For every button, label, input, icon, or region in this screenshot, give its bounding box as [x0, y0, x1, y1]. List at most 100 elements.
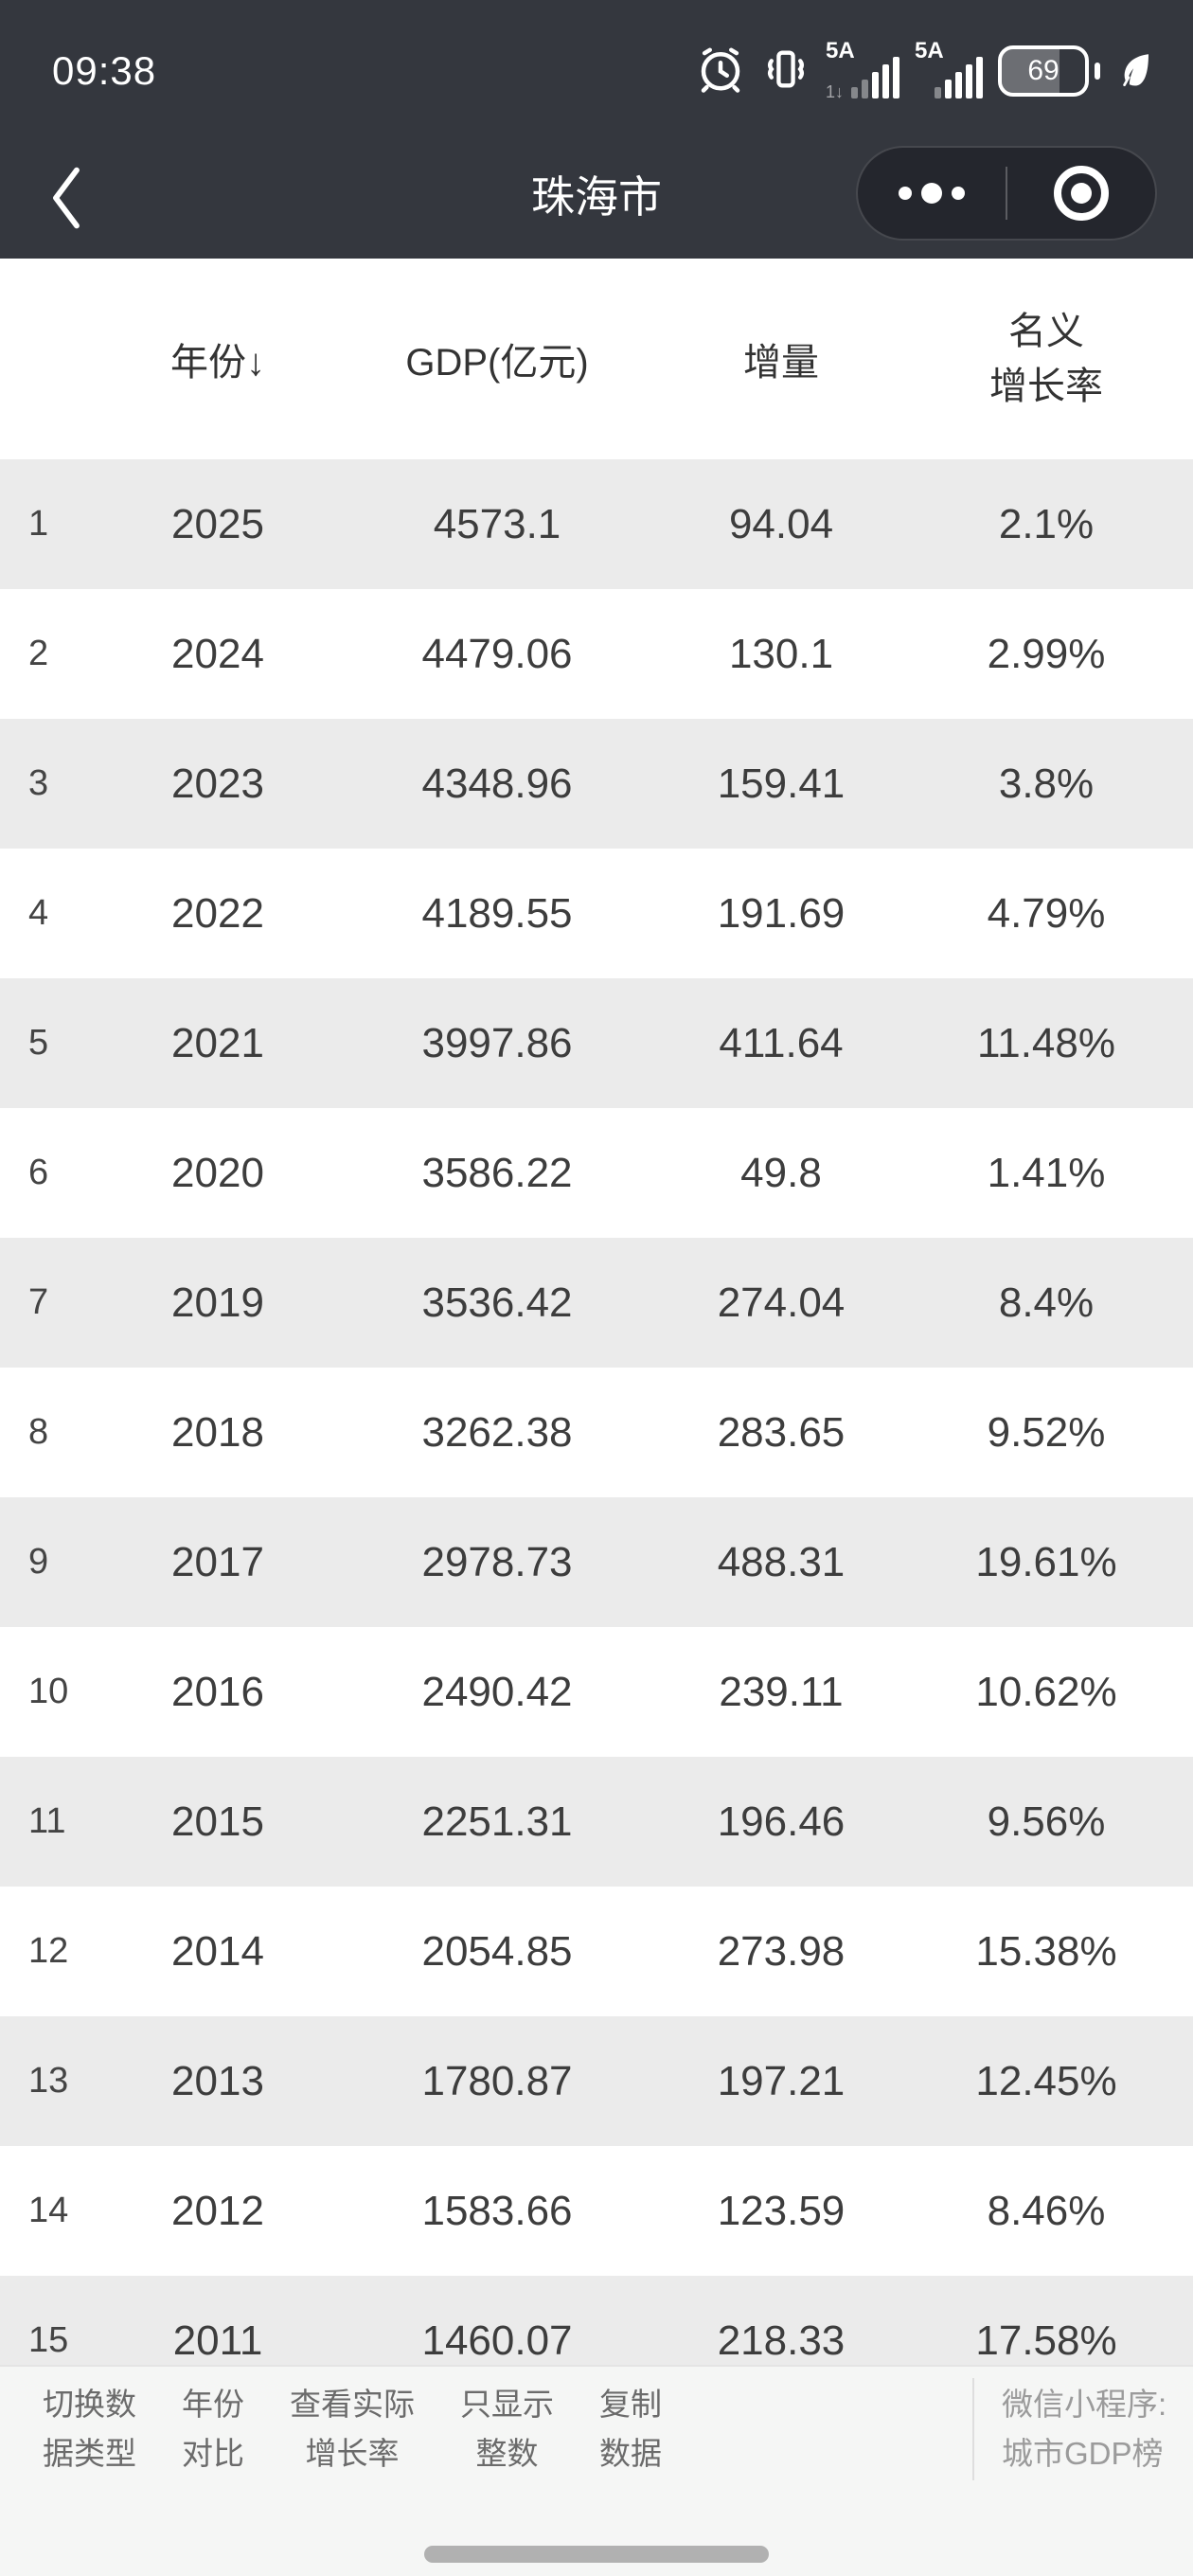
table-row[interactable]: 14 2012 1583.66 123.59 8.46%: [0, 2146, 1193, 2276]
col-header-index: [0, 259, 104, 459]
cell-rate: 17.58%: [975, 2317, 1117, 2364]
toolbar-button-toggle-data-type[interactable]: 切换数 据类型: [43, 2387, 136, 2471]
toolbar-button-real-growth-rate[interactable]: 查看实际 增长率: [290, 2387, 415, 2471]
miniprogram-source-label: 微信小程序: 城市GDP榜: [1002, 2387, 1167, 2471]
target-circle-icon: [1054, 166, 1109, 221]
battery-percent-text: 69: [1027, 55, 1059, 86]
cell-year: 2012: [171, 2187, 264, 2234]
back-button[interactable]: [45, 155, 102, 241]
cell-index: 1: [28, 504, 49, 544]
cell-delta: 411.64: [719, 1019, 844, 1066]
cell-year: 2014: [171, 1927, 264, 1975]
capsule-divider: [1006, 167, 1007, 220]
cell-rate: 2.1%: [998, 500, 1095, 547]
cell-rate: 4.79%: [987, 889, 1106, 937]
alarm-clock-icon: [695, 44, 746, 99]
cell-delta: 130.1: [728, 630, 834, 677]
table-row[interactable]: 10 2016 2490.42 239.11 10.62%: [0, 1627, 1193, 1757]
app-header: 09:38: [0, 0, 1193, 259]
toolbar-buttons: 切换数 据类型 年份 对比 查看实际 增长率 只显示 整数 复制 数据: [43, 2380, 662, 2478]
status-bar: 09:38: [0, 0, 1193, 142]
cell-year: 2015: [171, 1798, 264, 1845]
cell-delta: 49.8: [740, 1149, 822, 1196]
cell-gdp: 3262.38: [421, 1408, 573, 1456]
col-header-nominal-rate[interactable]: 名义 增长率: [989, 311, 1103, 407]
cell-rate: 11.48%: [977, 1019, 1115, 1066]
table-header-row: 年份↓ GDP(亿元) 增量 名义 增长率: [0, 259, 1193, 459]
cell-gdp: 2978.73: [421, 1538, 573, 1585]
cell-gdp: 1583.66: [421, 2187, 573, 2234]
vibrate-mode-icon: [761, 44, 810, 99]
col-header-year-sort[interactable]: 年份↓: [170, 342, 265, 384]
cell-index: 6: [28, 1153, 49, 1192]
cell-delta: 159.41: [717, 760, 846, 807]
cell-gdp: 4348.96: [421, 760, 573, 807]
cell-rate: 15.38%: [975, 1927, 1117, 1975]
cell-index: 14: [28, 2191, 69, 2230]
cell-year: 2017: [171, 1538, 264, 1585]
table-row[interactable]: 1 2025 4573.1 94.04 2.1%: [0, 459, 1193, 589]
table-row[interactable]: 13 2013 1780.87 197.21 12.45%: [0, 2016, 1193, 2146]
cell-rate: 8.46%: [987, 2187, 1106, 2234]
col-header-gdp[interactable]: GDP(亿元): [405, 342, 589, 384]
cell-delta: 273.98: [717, 1927, 846, 1975]
cell-delta: 94.04: [728, 500, 834, 547]
table-row[interactable]: 2 2024 4479.06 130.1 2.99%: [0, 589, 1193, 719]
cell-delta: 283.65: [717, 1408, 846, 1456]
more-menu-button[interactable]: [858, 174, 1006, 212]
page-title: 珠海市: [531, 172, 662, 222]
cell-delta: 218.33: [717, 2317, 846, 2364]
cell-index: 13: [28, 2061, 69, 2101]
bottom-toolbar: 切换数 据类型 年份 对比 查看实际 增长率 只显示 整数 复制 数据 微信小程序: 城…: [0, 2365, 1193, 2576]
table-row[interactable]: 9 2017 2978.73 488.31 19.61%: [0, 1497, 1193, 1627]
cell-rate: 3.8%: [998, 760, 1095, 807]
cell-index: 12: [28, 1931, 69, 1971]
miniprogram-capsule: [856, 146, 1157, 241]
cell-year: 2019: [171, 1279, 264, 1326]
cell-year: 2020: [171, 1149, 264, 1196]
cell-gdp: 4479.06: [421, 630, 573, 677]
cell-delta: 123.59: [717, 2187, 846, 2234]
table-row[interactable]: 7 2019 3536.42 274.04 8.4%: [0, 1238, 1193, 1368]
gdp-table: 年份↓ GDP(亿元) 增量 名义 增长率 1 2025 4573.1 94.04 2.…: [0, 259, 1193, 2406]
cell-rate: 8.4%: [998, 1279, 1095, 1326]
cell-delta: 239.11: [719, 1668, 844, 1715]
toolbar-button-copy-data[interactable]: 复制 数据: [599, 2387, 662, 2471]
cell-year: 2018: [171, 1408, 264, 1456]
table-row[interactable]: 5 2021 3997.86 411.64 11.48%: [0, 978, 1193, 1108]
cell-gdp: 4573.1: [433, 500, 561, 547]
cell-delta: 488.31: [717, 1538, 846, 1585]
toolbar-button-year-compare[interactable]: 年份 对比: [182, 2387, 244, 2471]
cell-gdp: 1460.07: [421, 2317, 573, 2364]
cell-year: 2023: [171, 760, 264, 807]
cell-gdp: 2490.42: [421, 1668, 573, 1715]
table-row[interactable]: 8 2018 3262.38 283.65 9.52%: [0, 1368, 1193, 1497]
table-row[interactable]: 3 2023 4348.96 159.41 3.8%: [0, 719, 1193, 849]
cell-rate: 2.99%: [987, 630, 1106, 677]
table-body: 1 2025 4573.1 94.04 2.1% 2 2024 4479.06 130.1 2.9…: [0, 459, 1193, 2406]
cell-rate: 9.56%: [987, 1798, 1106, 1845]
cell-index: 7: [28, 1282, 49, 1322]
home-indicator[interactable]: [424, 2546, 769, 2563]
table-row[interactable]: 6 2020 3586.22 49.8 1.41%: [0, 1108, 1193, 1238]
cell-year: 2021: [171, 1019, 264, 1066]
toolbar-button-integers-only[interactable]: 只显示 整数: [460, 2387, 554, 2471]
cell-index: 4: [28, 893, 49, 933]
table-row[interactable]: 11 2015 2251.31 196.46 9.56%: [0, 1757, 1193, 1887]
table-row[interactable]: 4 2022 4189.55 191.69 4.79%: [0, 849, 1193, 978]
table-row[interactable]: 12 2014 2054.85 273.98 15.38%: [0, 1887, 1193, 2016]
cell-delta: 274.04: [717, 1279, 846, 1326]
cell-index: 15: [28, 2320, 69, 2360]
exit-circle-button[interactable]: [1007, 162, 1155, 224]
cell-year: 2022: [171, 889, 264, 937]
col-header-delta[interactable]: 增量: [743, 342, 819, 384]
toolbar-divider: [972, 2378, 974, 2480]
nav-bar: 珠海市: [0, 142, 1193, 259]
cell-delta: 191.69: [717, 889, 846, 937]
cell-index: 9: [28, 1542, 49, 1582]
cell-delta: 197.21: [717, 2057, 846, 2104]
cell-rate: 1.41%: [987, 1149, 1106, 1196]
cell-index: 3: [28, 763, 49, 803]
cell-index: 2: [28, 634, 49, 673]
